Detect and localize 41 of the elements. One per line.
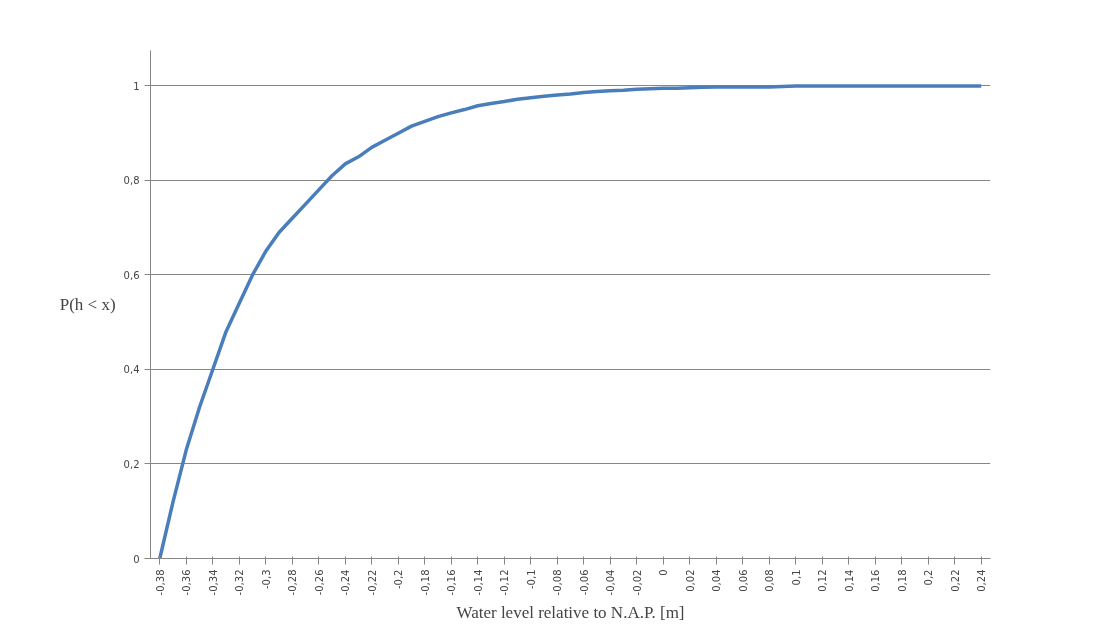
y-axis-title: P(h < x): [59, 295, 116, 314]
x-tick-label: -0,16: [446, 569, 458, 596]
x-tick-label: 0: [658, 569, 670, 576]
y-tick-label: 0: [133, 553, 140, 565]
x-tick-label: 0,12: [817, 569, 829, 592]
x-tick-label: 0,22: [949, 569, 961, 592]
x-tick-label: 0,1: [790, 569, 802, 586]
x-tick-label: -0,1: [525, 569, 537, 590]
x-tick-label: 0,06: [737, 569, 749, 592]
y-tick-label: 0,2: [123, 458, 140, 470]
x-tick-label: -0,12: [499, 569, 511, 596]
x-tick-label: -0,02: [631, 569, 643, 596]
x-tick-label: -0,2: [393, 569, 405, 590]
x-tick-label: 0,24: [976, 569, 988, 592]
y-tick-label: 1: [133, 80, 140, 92]
x-tick-label: -0,34: [207, 569, 219, 596]
y-tick-label: 0,6: [123, 269, 140, 281]
line-series: [158, 84, 983, 559]
x-tick-label: -0,18: [419, 569, 431, 596]
x-tick-label: 0,14: [843, 569, 855, 592]
x-axis-title: Water level relative to N.A.P. [m]: [456, 603, 685, 623]
y-tick-label: 0,4: [123, 364, 140, 376]
x-tick-label: -0,26: [313, 569, 325, 596]
y-tick-label: 0,8: [123, 175, 140, 187]
x-tick-label: -0,14: [472, 569, 484, 596]
x-tick-label: -0,38: [154, 569, 166, 596]
x-tick-label: -0,22: [366, 569, 378, 596]
x-tick-label: 0,2: [923, 569, 935, 586]
x-tick-label: -0,36: [181, 569, 193, 596]
x-tick-label: -0,06: [578, 569, 590, 596]
x-tick-label: -0,3: [260, 569, 272, 590]
x-tick-label: -0,08: [552, 569, 564, 596]
x-tick-label: -0,24: [340, 569, 352, 596]
x-tick-label: -0,28: [287, 569, 299, 596]
x-tick-label: 0,16: [870, 569, 882, 592]
x-tick-label: -0,32: [234, 569, 246, 596]
x-tick-label: 0,04: [711, 569, 723, 592]
x-tick-label: 0,08: [764, 569, 776, 592]
x-tick-label: 0,02: [684, 569, 696, 592]
x-tick-label: 0,18: [896, 569, 908, 592]
x-tick-label: -0,04: [605, 569, 617, 596]
